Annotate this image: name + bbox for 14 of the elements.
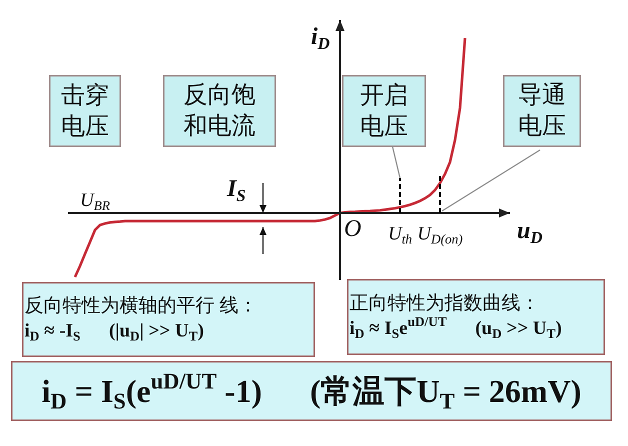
x-tick-label: U$_{BR}$ <box>80 190 110 214</box>
text: 正向特性为指数曲线： i$_{D}$ ≈ I$_{S}$e$^{uD/UT}$ (u$_{D}$ >> U$_{T}$) <box>350 293 562 341</box>
x-tick-label: U$_{D(on)}$ <box>417 224 464 247</box>
annotation: 开启电压 <box>360 82 408 140</box>
x-tick-label: U$_{th}$ <box>388 224 412 247</box>
text: i$_{D}$ = I$_{S}$(e$^{uD/UT}$ -1) (常温下U$_{T}$ = 26mV) <box>42 368 582 414</box>
annotation: 反向饱和电流 <box>184 82 256 140</box>
text: 导通电压 <box>518 82 566 140</box>
x-axis-title: u$_{D}$ <box>517 218 542 248</box>
text: 反向特性为横轴的平行 线： i$_{D}$ ≈ -I$_{S}$ (|u$_{D}$| >> U$_{T}$) <box>24 296 258 344</box>
annotation: 击穿电压 <box>61 82 109 140</box>
y-axis-title: i$_{D}$ <box>311 24 330 54</box>
annotation: I$_{S}$ <box>226 176 246 206</box>
annotation: O <box>344 216 362 242</box>
